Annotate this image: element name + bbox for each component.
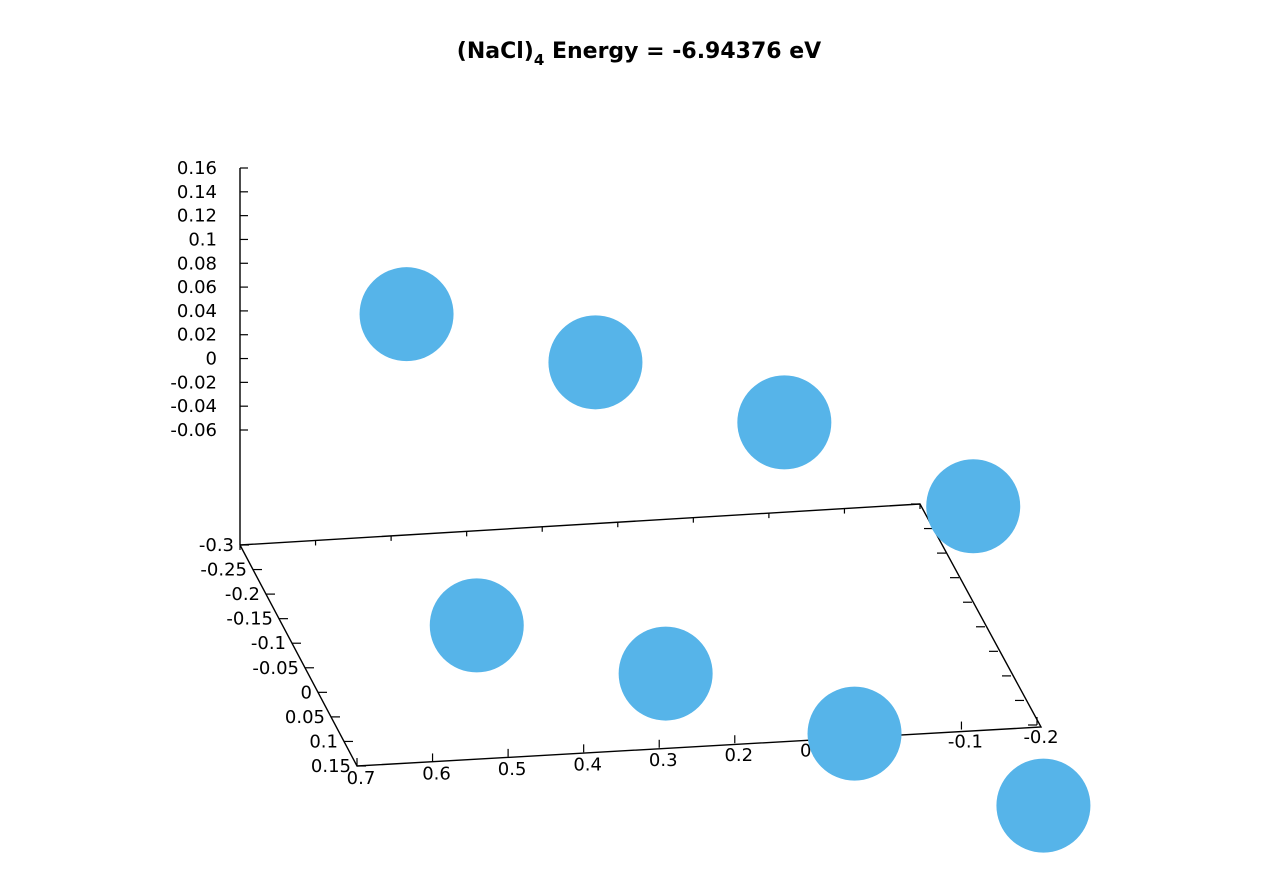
title-suffix: Energy = -6.94376 eV — [544, 39, 821, 64]
z-tick-label: 0.1 — [188, 229, 217, 250]
y-tick-label: -0.2 — [225, 584, 260, 605]
z-tick-label: 0 — [206, 349, 217, 370]
chart-title: (NaCl)4 Energy = -6.94376 eV — [457, 39, 821, 69]
z-tick-label: 0.14 — [177, 182, 217, 203]
x-tick-label: 0.5 — [498, 759, 527, 780]
x-tick-label: 0.7 — [347, 768, 376, 789]
title-subscript: 4 — [534, 51, 544, 69]
y-tick-label: 0.05 — [285, 707, 325, 728]
y-tick-label: -0.1 — [251, 633, 286, 654]
x-tick-label: 0.3 — [649, 750, 678, 771]
atom-point — [737, 375, 832, 470]
z-tick-label: -0.04 — [170, 396, 217, 417]
y-tick-label: 0.15 — [311, 756, 351, 777]
x-tick-label: 0.4 — [573, 754, 602, 775]
atom-point — [807, 686, 902, 781]
y-tick-label: -0.05 — [252, 658, 299, 679]
x-tick-label: -0.1 — [948, 732, 983, 753]
y-tick-label: -0.3 — [199, 535, 234, 556]
y-tick-label: 0 — [301, 682, 312, 703]
z-tick-label: 0.02 — [177, 325, 217, 346]
z-tick-label: 0.04 — [177, 301, 217, 322]
z-tick-label: -0.06 — [170, 420, 217, 441]
z-tick-label: 0.08 — [177, 253, 217, 274]
x-tick-label: 0.6 — [422, 763, 451, 784]
atom-point — [429, 578, 524, 673]
z-tick-label: 0.06 — [177, 277, 217, 298]
y-tick-label: 0.1 — [309, 731, 338, 752]
title-prefix: (NaCl) — [457, 39, 534, 64]
data-points — [359, 267, 1091, 853]
z-tick-label: 0.16 — [177, 158, 217, 179]
x-tick-label: -0.2 — [1023, 727, 1058, 748]
atom-point — [548, 315, 643, 410]
atom-point — [359, 267, 454, 362]
atom-point — [996, 758, 1091, 853]
y-tick-label: -0.15 — [226, 609, 273, 630]
axis-ticks: -0.2 -0.1 0 0.1 0.2 0.3 0.4 0.5 0.6 0.70.15 0.1 0.0… — [170, 158, 1058, 789]
atom-point — [926, 459, 1021, 554]
y-tick-label: -0.25 — [200, 560, 247, 581]
z-tick-label: 0.12 — [177, 206, 217, 227]
x-tick-label: 0.2 — [724, 745, 753, 766]
atom-point — [618, 626, 713, 721]
z-tick-label: -0.02 — [170, 372, 217, 393]
